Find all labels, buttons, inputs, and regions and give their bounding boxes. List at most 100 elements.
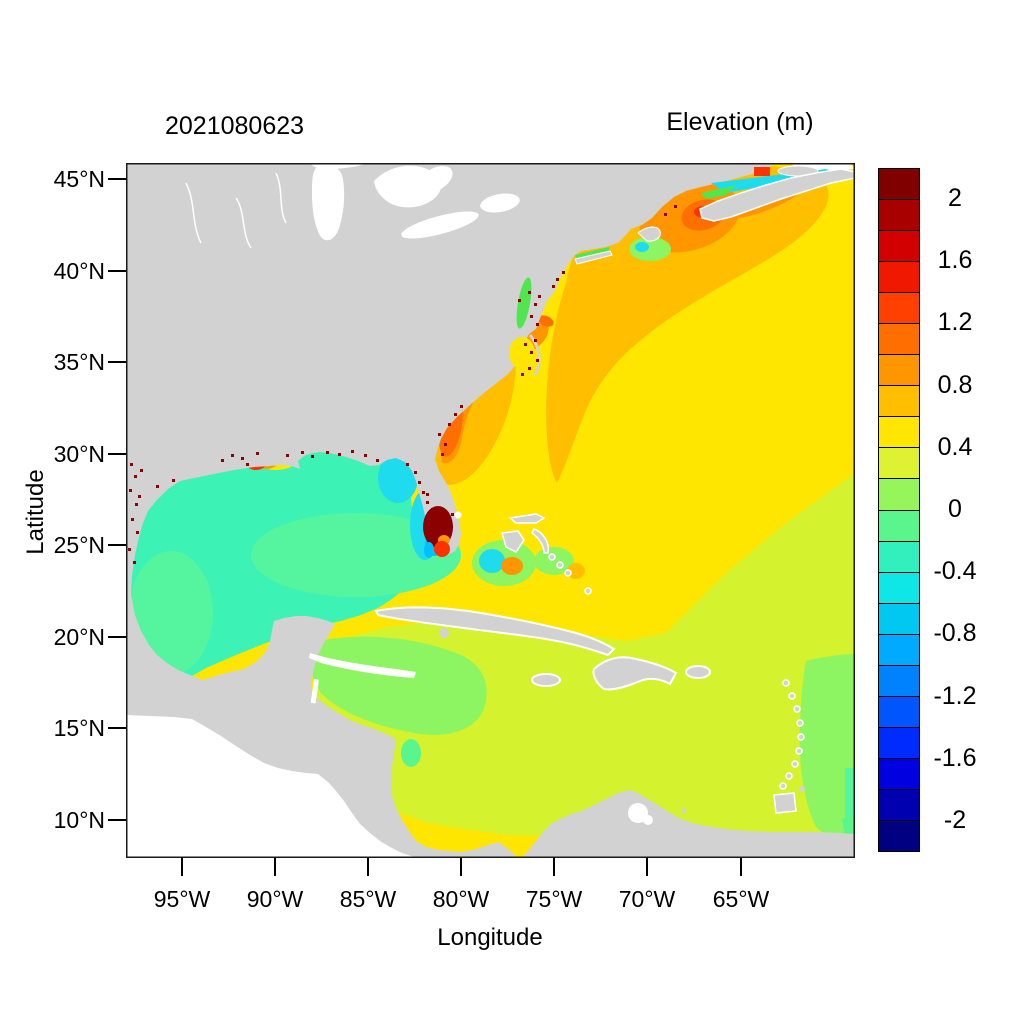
colorbar-cell: [879, 169, 919, 201]
campeche-bank-fringe: [309, 653, 416, 678]
colorbar-cell: [879, 789, 919, 821]
x-tick-95W: 95°W: [153, 886, 211, 912]
colorbar-tick-label: 0: [948, 495, 962, 523]
map-plot: [126, 163, 855, 858]
colorbar-cell: [879, 603, 919, 635]
great-lakes: [311, 163, 855, 825]
exuma-green: [534, 547, 574, 575]
colorbar-cell: [879, 758, 919, 790]
river-lines: [185, 172, 287, 249]
long-island-sound-green: [575, 247, 610, 259]
x-axis-label: Longitude: [437, 924, 543, 951]
colorbar-tick-label: 0.8: [937, 370, 973, 399]
colorbar-cell: [879, 355, 919, 387]
pamlico-sound-yellow: [509, 337, 535, 369]
colorbar-cell: [879, 293, 919, 325]
colorbar-cell: [879, 572, 919, 604]
right-edge-green-strip: [845, 768, 855, 858]
isle-of-youth: [439, 628, 449, 638]
florida-keys-cyan: [424, 542, 434, 558]
colorbar-tick-label: -0.8: [933, 619, 977, 648]
west-caribbean-region: [308, 636, 487, 735]
colorbar-title: Elevation (m): [666, 108, 814, 136]
chesapeake-bay-green: [516, 277, 532, 329]
y-tickmark: [108, 361, 126, 363]
plot-title-date: 2021080623: [165, 112, 305, 140]
y-tick-10N: 10°N: [53, 807, 105, 833]
colorbar-tick-label: 0.4: [937, 432, 973, 461]
nova-scotia: [699, 168, 855, 222]
y-tick-30N: 30°N: [53, 441, 105, 467]
minas-basin-red: [754, 167, 770, 176]
x-tickmark: [367, 858, 369, 876]
y-tickmark: [108, 544, 126, 546]
colorbar-cell: [879, 262, 919, 294]
offshore-orange-spot: [538, 315, 554, 327]
colorbar-cell: [879, 727, 919, 759]
nantucket-cyan: [635, 242, 649, 252]
x-tick-80W: 80°W: [432, 886, 490, 912]
colorbar-cell: [879, 324, 919, 356]
y-axis-label: Latitude: [22, 469, 49, 555]
colorbar-cell: [879, 665, 919, 697]
jamaica: [531, 673, 561, 687]
cape-cod: [637, 226, 661, 242]
colorbar-cell: [879, 510, 919, 542]
central-gulf-patch: [251, 513, 461, 597]
hispaniola: [592, 656, 678, 691]
belize-fringe: [310, 679, 319, 704]
bahamas-amber-spot: [567, 563, 585, 579]
colorbar-tick-label: 1.6: [937, 246, 973, 275]
plot-border: [126, 163, 855, 858]
colorbar-cell: [879, 541, 919, 573]
y-tick-20N: 20°N: [53, 624, 105, 650]
x-tick-65W: 65°W: [712, 886, 770, 912]
trinidad: [773, 792, 797, 814]
y-tick-45N: 45°N: [53, 166, 105, 192]
colorbar-cell: [879, 634, 919, 666]
nicaragua-coast-green: [401, 739, 421, 767]
north-america-landmass: [126, 163, 855, 858]
y-tick-25N: 25°N: [53, 532, 105, 558]
puerto-rico: [685, 665, 711, 679]
colorbar-cell: [879, 448, 919, 480]
elevation-map: [126, 163, 855, 858]
colorbar-tick-label: 1.2: [937, 308, 973, 337]
y-tickmark: [108, 178, 126, 180]
florida-tip-red: [434, 541, 450, 557]
pacific-no-data: [126, 715, 422, 858]
bahamas-banks: [501, 513, 592, 595]
x-tickmark: [460, 858, 462, 876]
lesser-antilles: [779, 679, 805, 790]
colorbar-tick-label: -1.2: [933, 681, 977, 710]
strait-green-strip: [701, 185, 736, 199]
colorbar-cell: [879, 386, 919, 418]
y-tick-40N: 40°N: [53, 258, 105, 284]
y-tick-35N: 35°N: [53, 349, 105, 375]
west-gulf-patch: [129, 551, 213, 675]
y-tickmark: [108, 270, 126, 272]
x-tick-75W: 75°W: [525, 886, 583, 912]
x-tickmark: [553, 858, 555, 876]
bahamas-eddy-cyan: [479, 549, 505, 573]
y-tickmark: [108, 819, 126, 821]
x-tick-85W: 85°W: [339, 886, 397, 912]
x-tickmark: [274, 858, 276, 876]
margarita-island: [681, 808, 687, 814]
y-tickmark: [108, 453, 126, 455]
colorbar-tick-label: 2: [948, 184, 962, 213]
colorbar-cell: [879, 479, 919, 511]
colorbar-tick-label: -1.6: [933, 743, 977, 772]
colorbar-cell: [879, 696, 919, 728]
east-of-antilles-region: [799, 654, 855, 845]
colorbar-tick-label: -2: [943, 805, 967, 834]
x-tickmark: [740, 858, 742, 876]
x-tick-90W: 90°W: [246, 886, 304, 912]
tobago: [799, 786, 805, 792]
y-tick-15N: 15°N: [53, 715, 105, 741]
coastal-speckles: [128, 205, 677, 564]
colorbar-cell: [879, 231, 919, 263]
y-tickmark: [108, 727, 126, 729]
colorbar: [878, 168, 920, 852]
